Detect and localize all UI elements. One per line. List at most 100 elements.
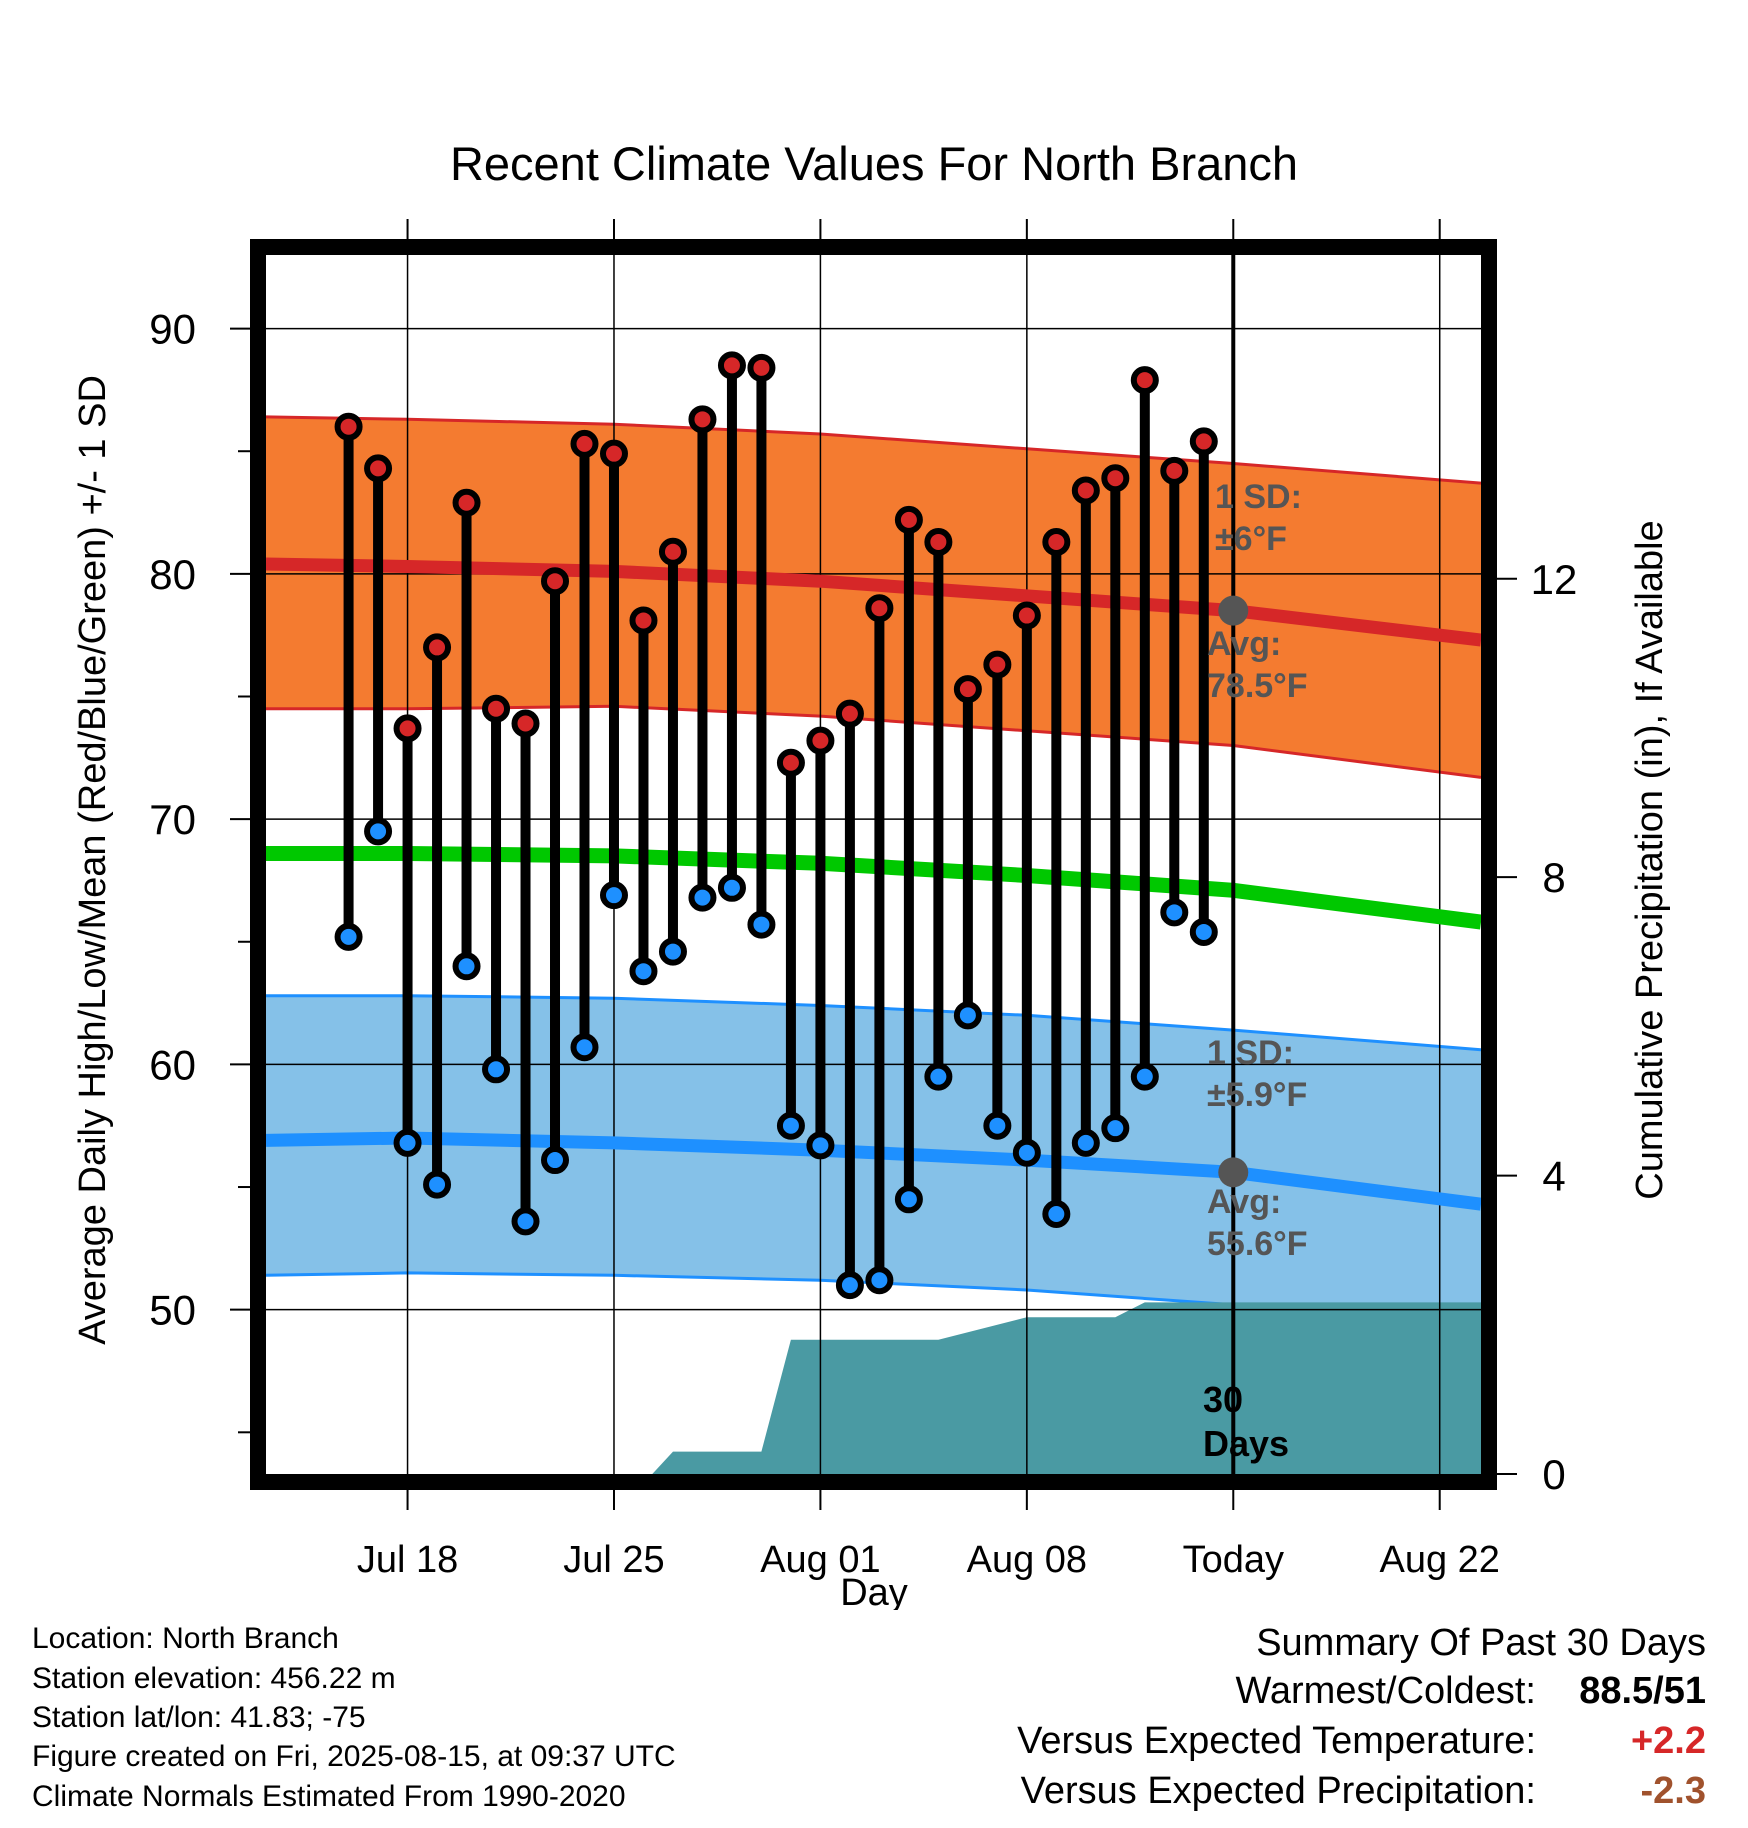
observed-low-point [629,957,658,986]
observed-low-point [511,1207,540,1236]
window-count-label: 30 [1203,1379,1243,1420]
observed-low-point [658,937,687,966]
summary-title: Summary Of Past 30 Days [1256,1622,1706,1664]
observed-high-point [1101,464,1130,493]
info-elevation: Station elevation: 456.22 m [32,1662,396,1695]
observed-low-point [983,1111,1012,1140]
summary-warmest-value: 88.5/51 [1579,1670,1706,1712]
observed-low-point [1071,1128,1100,1157]
plot-layers [266,255,1481,1474]
observed-low-point [541,1146,570,1175]
x-tick-label: Aug 22 [1379,1539,1499,1581]
today-normal-high-marker [1218,595,1249,626]
x-tick-label: Jul 25 [563,1539,664,1581]
x-axis-label: Day [840,1572,908,1610]
observed-high-point [1160,456,1189,485]
observed-low-point [776,1111,805,1140]
observed-high-point [747,353,776,382]
info-normals: Climate Normals Estimated From 1990-2020 [32,1780,626,1813]
observed-high-point [688,405,717,434]
x-tick-label: Aug 08 [967,1539,1087,1581]
observed-high-point [334,412,363,441]
summary-warmest-label: Warmest/Coldest: [1235,1670,1536,1712]
observed-high-point [1189,427,1218,456]
observed-high-point [570,429,599,458]
y-tick-label: 80 [149,551,196,598]
y2-tick-label: 4 [1542,1153,1565,1200]
x-tick-label: Jul 18 [357,1539,458,1581]
y2-tick-label: 8 [1542,854,1565,901]
observed-high-point [1012,601,1041,630]
observed-high-point [894,505,923,534]
high-avg-value: 78.5°F [1207,667,1308,705]
observed-high-point [1042,527,1071,556]
precipitation-area [584,1302,1481,1474]
observed-high-point [629,606,658,635]
observed-low-point [423,1170,452,1199]
window-days-label: Days [1203,1423,1289,1464]
observed-high-point [1071,476,1100,505]
info-location: Location: North Branch [32,1622,339,1655]
info-latlon: Station lat/lon: 41.83; -75 [32,1701,366,1734]
observed-high-point [924,527,953,556]
observed-high-point [865,594,894,623]
x-tick-label: Today [1183,1539,1284,1581]
observed-high-point [717,351,746,380]
observed-low-point [334,922,363,951]
y-axis-label: Average Daily High/Low/Mean (Red/Blue/Gr… [72,375,114,1345]
observed-low-point [1042,1200,1071,1229]
observed-low-point [747,910,776,939]
observed-low-point [452,952,481,981]
observed-high-point [1130,366,1159,395]
observed-high-point [776,748,805,777]
summary-temp-row: Versus Expected Temperature: +2.2 [1017,1720,1706,1763]
observed-low-point [570,1033,599,1062]
low-sd-value: ±5.9°F [1207,1076,1307,1114]
observed-high-point [806,726,835,755]
observed-high-point [599,439,628,468]
observed-low-point [393,1128,422,1157]
high-sd-value: ±6°F [1215,520,1287,558]
y-tick-label: 70 [149,796,196,843]
observed-low-point [688,883,717,912]
observed-low-point [482,1055,511,1084]
observed-high-point [511,709,540,738]
observed-low-point [364,817,393,846]
observed-low-point [835,1271,864,1300]
plot-frame [250,239,1497,1490]
observed-high-point [423,633,452,662]
high-sd-label: 1 SD: [1215,478,1302,516]
observed-low-point [924,1062,953,1091]
summary-temp-label: Versus Expected Temperature: [1017,1720,1536,1762]
climate-chart: Recent Climate Values For North Branch 1… [72,137,1671,1610]
observed-low-point [1130,1062,1159,1091]
observed-low-point [599,881,628,910]
observed-high-point [482,694,511,723]
observed-high-point [835,699,864,728]
observed-low-point [1101,1114,1130,1143]
observed-high-point [658,537,687,566]
today-normal-low-marker [1218,1157,1249,1188]
observed-low-point [953,1001,982,1030]
y-tick-label: 90 [149,306,196,353]
summary-warmest-row: Warmest/Coldest: 88.5/51 [1235,1670,1706,1713]
chart-title: Recent Climate Values For North Branch [450,137,1298,190]
observed-low-point [1160,898,1189,927]
high-avg-label: Avg: [1207,625,1281,663]
x-tick-label: Aug 01 [760,1539,880,1581]
observed-low-point [1189,917,1218,946]
y-tick-label: 50 [149,1287,196,1334]
summary-precip-label: Versus Expected Precipitation: [1020,1770,1536,1812]
observed-high-point [953,675,982,704]
observed-high-point [983,650,1012,679]
observed-high-point [452,488,481,517]
normal-low-sd-band [266,995,1481,1340]
low-avg-label: Avg: [1207,1183,1281,1221]
observed-low-point [806,1131,835,1160]
normal-mean-line [266,846,1481,930]
summary-temp-value: +2.2 [1630,1720,1706,1762]
chart-plot-area: 1 SD: ±6°F Avg: 78.5°F 1 SD: ±5.9°F Avg: 55.6°F… [149,219,1577,1581]
observed-high-point [393,714,422,743]
summary-precip-value: -2.3 [1640,1770,1706,1812]
info-created: Figure created on Fri, 2025-08-15, at 09… [32,1740,676,1773]
